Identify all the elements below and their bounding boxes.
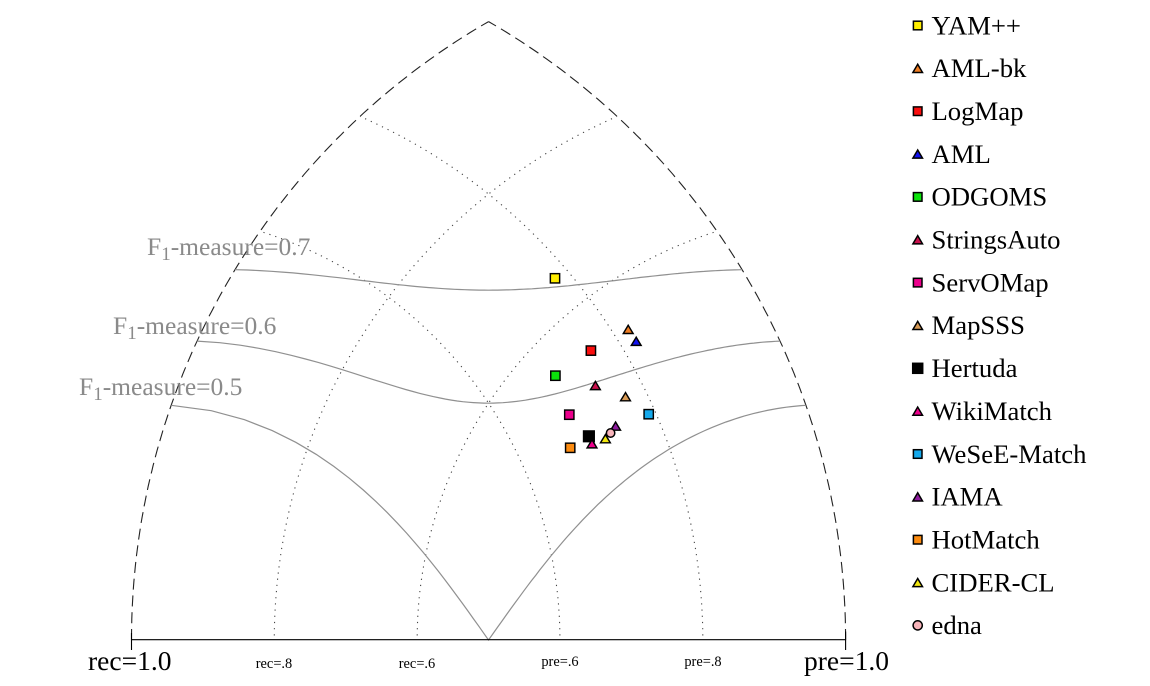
- svg-text:ODGOMS: ODGOMS: [932, 182, 1048, 212]
- svg-text:Hertuda: Hertuda: [932, 353, 1018, 383]
- svg-text:IAMA: IAMA: [932, 482, 1004, 512]
- svg-text:LogMap: LogMap: [932, 96, 1024, 126]
- svg-text:WikiMatch: WikiMatch: [932, 396, 1052, 426]
- svg-text:CIDER-CL: CIDER-CL: [932, 567, 1055, 597]
- svg-text:rec=1.0: rec=1.0: [88, 645, 171, 676]
- svg-text:MapSSS: MapSSS: [932, 310, 1025, 340]
- svg-text:WeSeE-Match: WeSeE-Match: [932, 439, 1087, 469]
- svg-text:pre=1.0: pre=1.0: [804, 645, 889, 676]
- svg-text:pre=.8: pre=.8: [684, 654, 721, 670]
- svg-text:rec=.8: rec=.8: [256, 656, 292, 672]
- svg-text:rec=.6: rec=.6: [399, 656, 435, 672]
- svg-text:StringsAuto: StringsAuto: [932, 225, 1061, 255]
- svg-text:ServOMap: ServOMap: [932, 267, 1049, 297]
- svg-text:HotMatch: HotMatch: [932, 525, 1040, 555]
- svg-text:AML: AML: [932, 139, 991, 169]
- svg-text:AML-bk: AML-bk: [932, 53, 1028, 83]
- svg-text:pre=.6: pre=.6: [541, 654, 578, 670]
- svg-text:YAM++: YAM++: [932, 10, 1021, 40]
- svg-text:F1-measure=0.5: F1-measure=0.5: [79, 372, 242, 405]
- svg-text:edna: edna: [932, 610, 983, 640]
- svg-text:F1-measure=0.7: F1-measure=0.7: [147, 232, 311, 265]
- svg-text:F1-measure=0.6: F1-measure=0.6: [113, 311, 276, 344]
